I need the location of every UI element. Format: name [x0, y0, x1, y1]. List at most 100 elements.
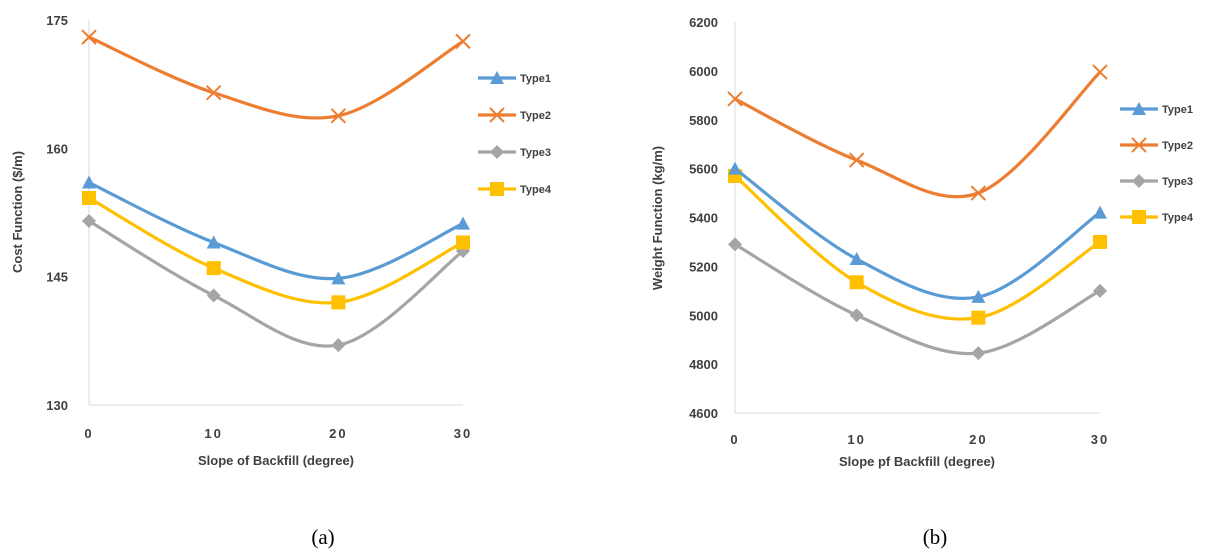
data-point — [330, 108, 347, 124]
x-tick-label: 20 — [329, 426, 347, 441]
data-point — [1093, 205, 1107, 219]
data-point — [727, 91, 743, 107]
series-line — [734, 242, 1101, 356]
y-tick-label: 5000 — [689, 308, 718, 323]
data-point — [1093, 283, 1107, 298]
series-line — [733, 174, 1101, 321]
legend-item-type3: Type3 — [1120, 174, 1193, 188]
legend-item-type2: Type2 — [1120, 137, 1193, 153]
legend-label: Type2 — [1162, 140, 1193, 152]
y-tick-label: 160 — [46, 141, 68, 156]
data-point — [971, 289, 986, 303]
series-line — [88, 219, 464, 348]
x-tick-label: 10 — [847, 432, 865, 447]
legend-label: Type3 — [520, 147, 551, 159]
data-point — [728, 237, 742, 252]
x-tick-label: 10 — [204, 426, 222, 441]
data-point — [849, 252, 864, 266]
legend-label: Type1 — [520, 73, 551, 85]
x-tick-label: 0 — [84, 426, 93, 441]
figure-caption: (b) — [923, 525, 948, 549]
data-point — [331, 271, 346, 285]
x-tick-label: 30 — [454, 426, 472, 441]
legend-marker — [490, 182, 504, 196]
data-point — [206, 261, 221, 276]
legend-marker — [1132, 102, 1146, 115]
data-point — [81, 29, 97, 45]
data-point — [456, 235, 470, 250]
figure-caption: (a) — [311, 525, 334, 549]
data-point — [82, 175, 96, 189]
data-point — [971, 346, 986, 361]
legend-item-type1: Type1 — [478, 71, 551, 85]
series-type4 — [82, 190, 470, 310]
x-tick-label: 20 — [969, 432, 987, 447]
legend-label: Type1 — [1162, 104, 1193, 116]
data-point — [206, 288, 221, 303]
series-line — [734, 167, 1101, 300]
y-tick-label: 5200 — [689, 259, 718, 274]
data-point — [82, 190, 96, 205]
y-tick-label: 5400 — [689, 211, 718, 226]
y-tick-label: 6000 — [689, 64, 718, 79]
legend-marker — [490, 71, 504, 84]
data-point — [849, 275, 864, 290]
legend-marker — [1131, 137, 1147, 153]
y-axis-title: Cost Function ($/m) — [10, 151, 25, 273]
series-type4 — [728, 168, 1107, 325]
legend-label: Type2 — [520, 110, 551, 122]
legend-label: Type4 — [1162, 212, 1194, 224]
series-type2 — [727, 64, 1108, 201]
legend-item-type2: Type2 — [478, 107, 551, 123]
series-type3 — [82, 214, 470, 353]
series-line — [88, 181, 464, 281]
data-point — [971, 310, 986, 325]
data-point — [205, 85, 222, 101]
x-tick-label: 0 — [730, 432, 739, 447]
series-type1 — [82, 175, 470, 285]
series-line — [88, 196, 464, 305]
data-point — [455, 33, 471, 50]
legend-label: Type3 — [1162, 176, 1193, 188]
series-type1 — [728, 161, 1107, 303]
data-point — [970, 185, 987, 201]
y-tick-label: 175 — [46, 13, 68, 28]
data-point — [849, 308, 864, 323]
legend-item-type1: Type1 — [1120, 102, 1193, 116]
legend-item-type3: Type3 — [478, 145, 551, 159]
data-point — [1092, 64, 1108, 80]
legend-marker — [1132, 210, 1146, 224]
data-point — [331, 295, 346, 310]
series-line — [734, 70, 1102, 199]
x-axis-title: Slope pf Backfill (degree) — [839, 454, 995, 469]
y-tick-label: 130 — [46, 398, 68, 413]
data-point — [848, 152, 865, 168]
chart-b: 4600 4800 5000 5200 5400 5600 5800 6000 6200 0 10 2… — [650, 15, 1194, 549]
legend-label: Type4 — [520, 184, 552, 196]
y-tick-label: 5800 — [689, 113, 718, 128]
y-tick-label: 145 — [46, 270, 68, 285]
legend-marker — [489, 107, 505, 123]
x-axis-title: Slope of Backfill (degree) — [198, 453, 354, 468]
data-point — [82, 214, 96, 229]
chart-a: 130 145 160 175 0 10 20 30 Slope of Backfill (de… — [10, 13, 552, 549]
y-axis-title: Weight Function (kg/m) — [650, 146, 665, 290]
data-point — [456, 216, 470, 230]
legend-item-type4: Type4 — [1120, 210, 1194, 224]
legend-item-type4: Type4 — [478, 182, 552, 196]
y-tick-label: 4800 — [689, 357, 718, 372]
series-type3 — [728, 237, 1107, 361]
y-tick-label: 4600 — [689, 406, 718, 421]
x-tick-label: 30 — [1091, 432, 1109, 447]
y-tick-label: 5600 — [689, 162, 718, 177]
data-point — [728, 161, 742, 175]
legend-marker — [490, 145, 504, 159]
series-line — [88, 35, 464, 120]
data-point — [331, 338, 346, 353]
series-type2 — [81, 29, 471, 124]
legend-marker — [1132, 174, 1146, 188]
data-point — [206, 235, 221, 249]
data-point — [1093, 234, 1107, 249]
y-tick-label: 6200 — [689, 15, 718, 30]
